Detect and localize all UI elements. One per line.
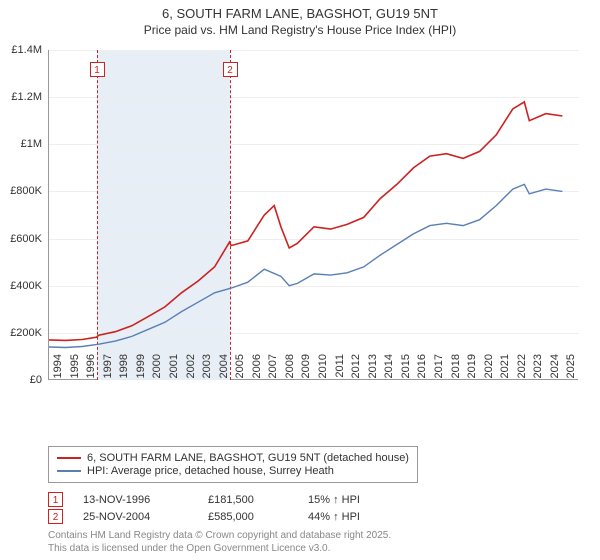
series-lines xyxy=(49,50,579,380)
chart-container: 6, SOUTH FARM LANE, BAGSHOT, GU19 5NT Pr… xyxy=(0,0,600,560)
x-tick-label: 2006 xyxy=(251,354,263,384)
x-tick-label: 2001 xyxy=(168,354,180,384)
x-tick-label: 2021 xyxy=(499,354,511,384)
chart-subtitle: Price paid vs. HM Land Registry's House … xyxy=(0,23,600,37)
x-tick-label: 2004 xyxy=(218,354,230,384)
y-tick-label: £1M xyxy=(0,138,42,150)
legend-label: HPI: Average price, detached house, Surr… xyxy=(87,465,334,477)
x-tick-label: 2016 xyxy=(416,354,428,384)
plot-region: 12 xyxy=(48,50,578,380)
x-tick-label: 2014 xyxy=(383,354,395,384)
sale-delta: 44% ↑ HPI xyxy=(308,511,360,523)
legend-item: HPI: Average price, detached house, Surr… xyxy=(57,465,409,477)
x-tick-label: 2025 xyxy=(565,354,577,384)
x-tick-label: 2008 xyxy=(284,354,296,384)
legend-item: 6, SOUTH FARM LANE, BAGSHOT, GU19 5NT (d… xyxy=(57,452,409,464)
x-tick-label: 2000 xyxy=(151,354,163,384)
x-tick-label: 2015 xyxy=(400,354,412,384)
y-tick-label: £400K xyxy=(0,280,42,292)
x-tick-label: 2013 xyxy=(367,354,379,384)
sales-table: 1 13-NOV-1996 £181,500 15% ↑ HPI 2 25-NO… xyxy=(48,490,360,526)
x-tick-label: 2009 xyxy=(300,354,312,384)
y-tick-label: £0 xyxy=(0,374,42,386)
x-tick-label: 1994 xyxy=(52,354,64,384)
sale-marker-icon: 1 xyxy=(48,492,63,507)
x-tick-label: 2011 xyxy=(334,354,346,384)
x-tick-label: 1999 xyxy=(135,354,147,384)
sale-delta: 15% ↑ HPI xyxy=(308,494,360,506)
sale-date: 13-NOV-1996 xyxy=(83,494,188,506)
title-block: 6, SOUTH FARM LANE, BAGSHOT, GU19 5NT Pr… xyxy=(0,0,600,37)
y-tick-label: £600K xyxy=(0,233,42,245)
chart-title: 6, SOUTH FARM LANE, BAGSHOT, GU19 5NT xyxy=(0,6,600,21)
x-tick-label: 2005 xyxy=(234,354,246,384)
x-tick-label: 2003 xyxy=(201,354,213,384)
x-tick-label: 1997 xyxy=(102,354,114,384)
sale-marker-icon: 2 xyxy=(48,509,63,524)
sale-price: £181,500 xyxy=(208,494,288,506)
x-tick-label: 2017 xyxy=(433,354,445,384)
y-tick-label: £1.4M xyxy=(0,44,42,56)
y-tick-label: £200K xyxy=(0,327,42,339)
legend-swatch xyxy=(57,470,81,472)
footer-line: Contains HM Land Registry data © Crown c… xyxy=(48,530,391,543)
y-tick-label: £800K xyxy=(0,185,42,197)
x-tick-label: 2020 xyxy=(483,354,495,384)
sale-price: £585,000 xyxy=(208,511,288,523)
x-tick-label: 2019 xyxy=(466,354,478,384)
legend-label: 6, SOUTH FARM LANE, BAGSHOT, GU19 5NT (d… xyxy=(87,452,409,464)
x-tick-label: 2018 xyxy=(450,354,462,384)
x-tick-label: 2010 xyxy=(317,354,329,384)
sales-row: 1 13-NOV-1996 £181,500 15% ↑ HPI xyxy=(48,492,360,507)
attribution-footer: Contains HM Land Registry data © Crown c… xyxy=(48,530,391,555)
sale-date: 25-NOV-2004 xyxy=(83,511,188,523)
x-tick-label: 2012 xyxy=(350,354,362,384)
x-tick-label: 2002 xyxy=(185,354,197,384)
footer-line: This data is licensed under the Open Gov… xyxy=(48,543,391,556)
x-tick-label: 2023 xyxy=(532,354,544,384)
sales-row: 2 25-NOV-2004 £585,000 44% ↑ HPI xyxy=(48,509,360,524)
sale-marker-box: 1 xyxy=(90,62,105,77)
sale-marker-box: 2 xyxy=(223,62,238,77)
x-tick-label: 1996 xyxy=(85,354,97,384)
x-tick-label: 1995 xyxy=(69,354,81,384)
x-tick-label: 2007 xyxy=(267,354,279,384)
legend: 6, SOUTH FARM LANE, BAGSHOT, GU19 5NT (d… xyxy=(48,446,418,483)
x-tick-label: 2024 xyxy=(549,354,561,384)
x-tick-label: 1998 xyxy=(118,354,130,384)
chart-area: 12 £0£200K£400K£600K£800K£1M£1.2M£1.4M 1… xyxy=(48,50,578,410)
x-tick-label: 2022 xyxy=(516,354,528,384)
legend-swatch xyxy=(57,457,81,459)
y-tick-label: £1.2M xyxy=(0,91,42,103)
